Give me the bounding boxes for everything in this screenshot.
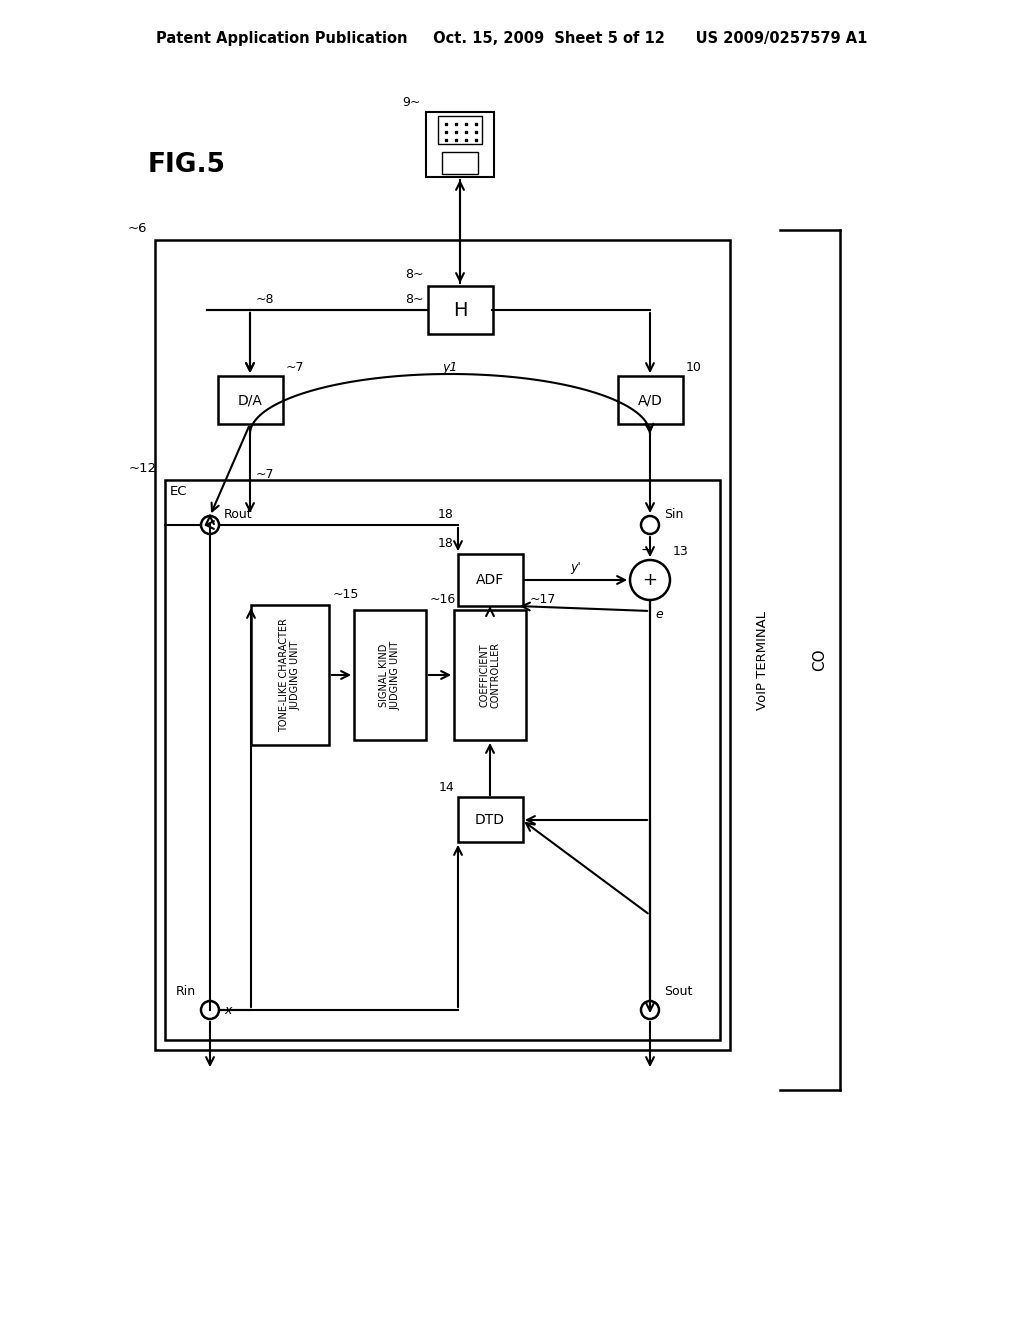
Text: e: e	[655, 609, 663, 620]
Text: 13: 13	[673, 545, 689, 558]
Text: ~7: ~7	[256, 469, 274, 482]
Text: Rout: Rout	[224, 508, 253, 521]
Text: ADF: ADF	[476, 573, 504, 587]
Text: ~8: ~8	[256, 293, 274, 306]
Text: DTD: DTD	[475, 813, 505, 828]
Text: y1: y1	[442, 362, 458, 375]
Circle shape	[201, 516, 219, 535]
Text: SIGNAL KIND
JUDGING UNIT: SIGNAL KIND JUDGING UNIT	[379, 640, 400, 710]
Text: COEFFICIENT
CONTROLLER: COEFFICIENT CONTROLLER	[479, 642, 501, 708]
Text: Patent Application Publication     Oct. 15, 2009  Sheet 5 of 12      US 2009/025: Patent Application Publication Oct. 15, …	[157, 30, 867, 45]
Bar	[618, 376, 683, 424]
Bar	[354, 610, 426, 741]
Text: Sout: Sout	[664, 985, 692, 998]
Circle shape	[641, 1001, 659, 1019]
Text: Sin: Sin	[664, 508, 683, 521]
Text: x: x	[224, 1003, 231, 1016]
Text: 9~: 9~	[402, 96, 421, 110]
Text: +: +	[642, 572, 657, 589]
Circle shape	[630, 560, 670, 601]
Text: H: H	[453, 301, 467, 319]
Text: D/A: D/A	[238, 393, 262, 407]
Text: A/D: A/D	[638, 393, 663, 407]
Text: ~15: ~15	[333, 587, 359, 601]
Text: 8~: 8~	[406, 268, 424, 281]
Bar	[155, 240, 730, 1049]
Text: 14: 14	[438, 781, 454, 795]
Text: y': y'	[570, 561, 582, 574]
Text: ~16: ~16	[430, 593, 457, 606]
Text: ~12: ~12	[129, 462, 157, 475]
Bar	[438, 116, 482, 144]
Text: VoIP TERMINAL: VoIP TERMINAL	[756, 610, 768, 710]
Bar	[458, 797, 523, 842]
Text: 18: 18	[438, 537, 454, 550]
Bar	[251, 605, 329, 744]
Text: ~7: ~7	[286, 360, 304, 374]
Text: TONE-LIKE CHARACTER
JUDGING UNIT: TONE-LIKE CHARACTER JUDGING UNIT	[280, 618, 301, 731]
Text: CO: CO	[812, 648, 827, 672]
Bar	[442, 152, 478, 174]
Text: ~17: ~17	[530, 593, 556, 606]
Bar	[426, 112, 494, 177]
Text: 18: 18	[438, 508, 454, 521]
Bar	[454, 610, 526, 741]
Text: ~6: ~6	[128, 222, 147, 235]
Circle shape	[641, 516, 659, 535]
Text: FIG.5: FIG.5	[148, 152, 226, 178]
Text: 8~: 8~	[406, 293, 424, 306]
Bar	[428, 286, 493, 334]
Text: EC: EC	[170, 484, 187, 498]
Circle shape	[201, 1001, 219, 1019]
Bar	[458, 554, 523, 606]
Text: Rin: Rin	[176, 985, 196, 998]
Text: −: −	[640, 543, 652, 557]
Bar	[165, 480, 720, 1040]
Bar	[218, 376, 283, 424]
Text: 10: 10	[686, 360, 701, 374]
